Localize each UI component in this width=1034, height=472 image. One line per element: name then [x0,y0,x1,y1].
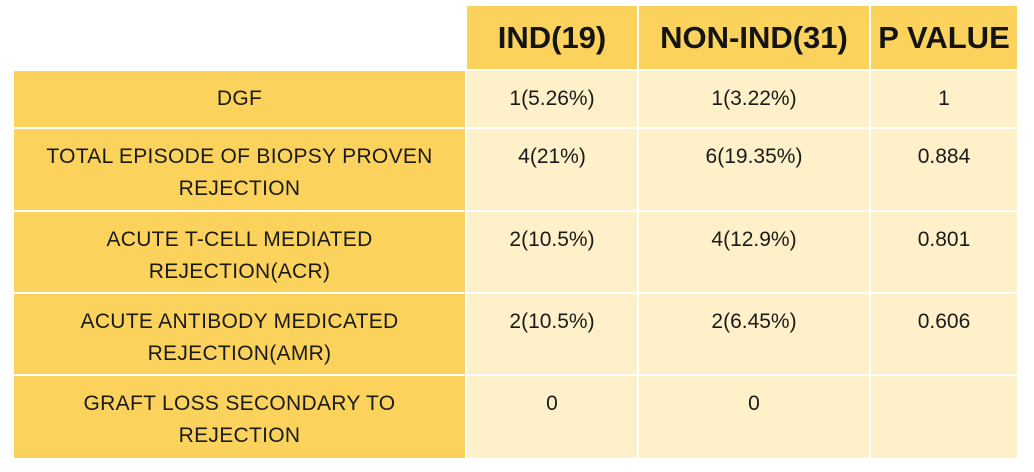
cell-ind: 2(10.5%) [467,212,637,292]
cell-non-ind: 6(19.35%) [639,129,869,210]
table-row-biopsy-proven-rejection: TOTAL EPISODE OF BIOPSY PROVEN REJECTION… [14,129,1017,210]
header-p-value: P VALUE [871,6,1017,69]
cell-non-ind: 1(3.22%) [639,71,869,127]
header-non-ind: NON-IND(31) [639,6,869,69]
results-table: IND(19) NON-IND(31) P VALUE DGF 1(5.26%)… [12,4,1019,460]
cell-p-value: 0.884 [871,129,1017,210]
row-label: ACUTE T-CELL MEDIATED REJECTION(ACR) [14,212,465,292]
cell-ind: 2(10.5%) [467,294,637,374]
header-row: IND(19) NON-IND(31) P VALUE [14,6,1017,69]
cell-p-value: 0.801 [871,212,1017,292]
cell-ind: 4(21%) [467,129,637,210]
cell-non-ind: 2(6.45%) [639,294,869,374]
row-label: DGF [14,71,465,127]
corner-cell [14,6,465,69]
row-label: ACUTE ANTIBODY MEDICATED REJECTION(AMR) [14,294,465,374]
cell-non-ind: 4(12.9%) [639,212,869,292]
header-ind: IND(19) [467,6,637,69]
cell-p-value [871,376,1017,458]
cell-ind: 1(5.26%) [467,71,637,127]
row-label: TOTAL EPISODE OF BIOPSY PROVEN REJECTION [14,129,465,210]
cell-non-ind: 0 [639,376,869,458]
table-row-acr: ACUTE T-CELL MEDIATED REJECTION(ACR) 2(1… [14,212,1017,292]
table-row-graft-loss: GRAFT LOSS SECONDARY TO REJECTION 0 0 [14,376,1017,458]
cell-p-value: 1 [871,71,1017,127]
cell-p-value: 0.606 [871,294,1017,374]
table-row-dgf: DGF 1(5.26%) 1(3.22%) 1 [14,71,1017,127]
row-label: GRAFT LOSS SECONDARY TO REJECTION [14,376,465,458]
cell-ind: 0 [467,376,637,458]
table-row-amr: ACUTE ANTIBODY MEDICATED REJECTION(AMR) … [14,294,1017,374]
